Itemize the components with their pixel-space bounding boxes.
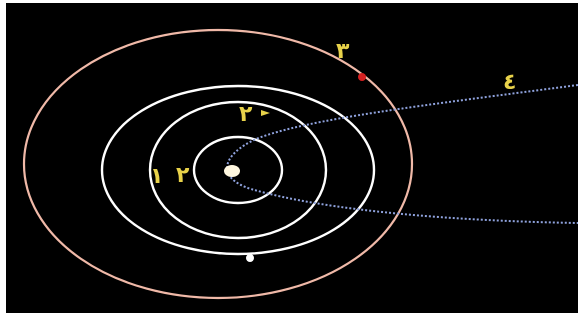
label-orbit-1: ١	[150, 164, 163, 189]
orbit-ring-small	[192, 135, 284, 205]
sun	[224, 165, 240, 177]
comet-path	[226, 84, 578, 224]
orbit-ring-large	[100, 84, 376, 256]
label-orbit-3: ٣	[336, 39, 350, 64]
red-planet	[358, 73, 366, 81]
orbit-ring-medium	[148, 100, 328, 240]
label-orbit-2-inner: ٢	[176, 163, 190, 188]
outer-orbit	[22, 28, 414, 300]
diagram-panel: ٣ ٤ ٢ ١ ٢	[6, 3, 578, 313]
label-orbit-2: ٢	[239, 102, 253, 127]
white-planet	[246, 254, 254, 262]
label-orbit-4: ٤	[503, 70, 516, 95]
orbit-diagram: ٣ ٤ ٢ ١ ٢	[22, 28, 578, 300]
direction-marker	[261, 110, 270, 116]
